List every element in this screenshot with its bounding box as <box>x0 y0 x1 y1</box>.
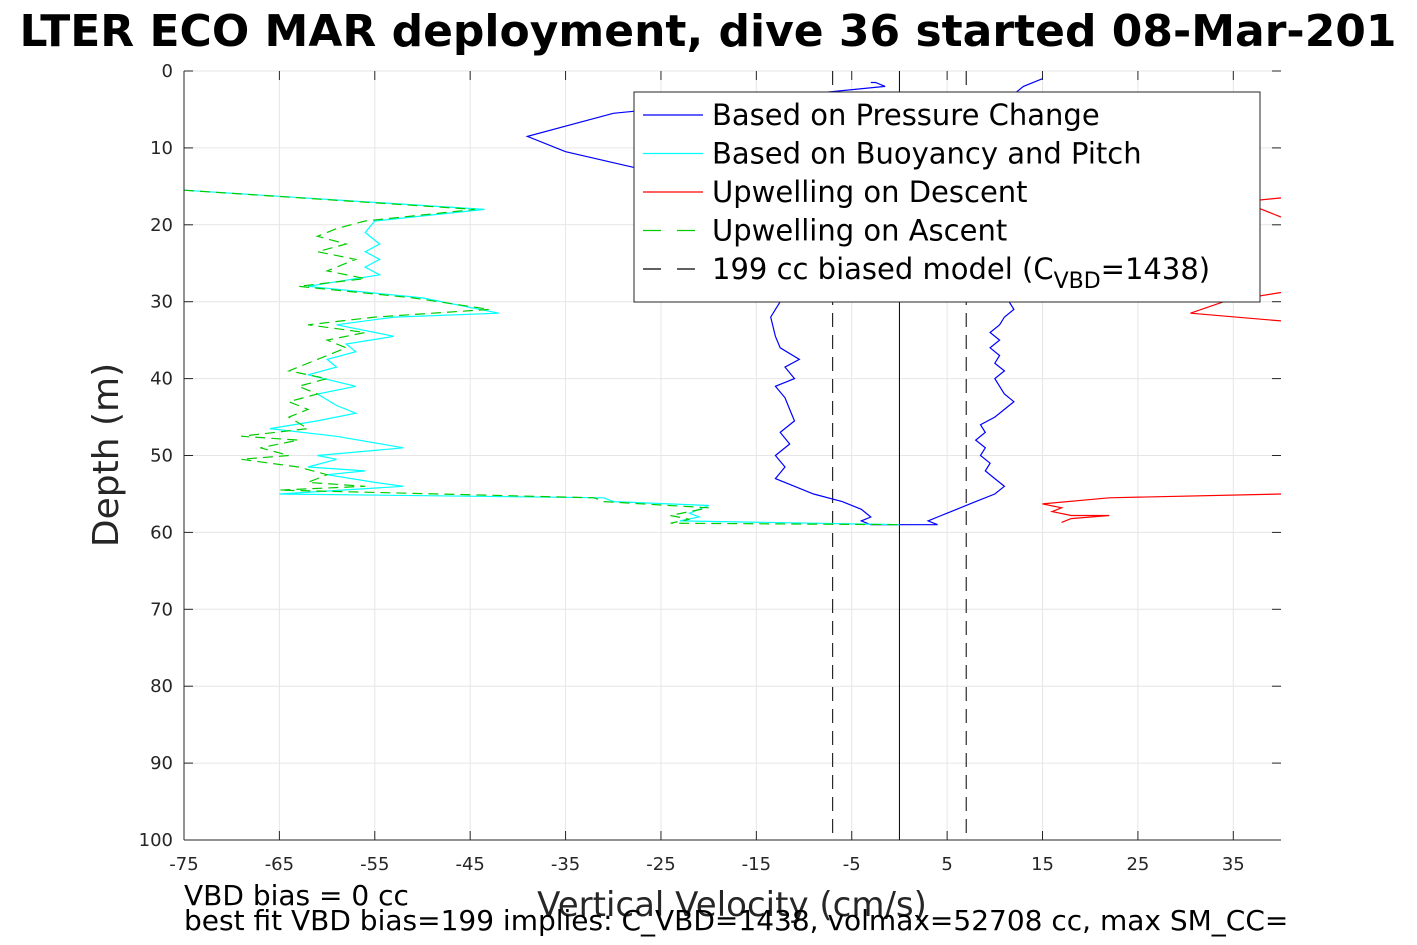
legend-label: Upwelling on Descent <box>712 175 1028 209</box>
axes: -75 -65 -55 -45 -35 -25 -15 -5 5 15 25 350102030405… <box>139 61 1281 875</box>
x-tick-label: 25 <box>1126 854 1149 875</box>
y-tick-label: 50 <box>150 446 173 467</box>
legend-label: Upwelling on Ascent <box>712 214 1007 248</box>
y-tick-label: 70 <box>150 599 173 620</box>
x-tick-label: 5 <box>941 854 952 875</box>
legend-label: 199 cc biased model (CVBD=1438) <box>712 252 1210 294</box>
y-tick-label: 30 <box>150 292 173 313</box>
legend-box <box>633 91 1261 303</box>
y-tick-label: 20 <box>150 215 173 236</box>
x-tick-label: -35 <box>551 854 580 875</box>
y-tick-label: 0 <box>162 61 173 82</box>
series-line <box>183 189 900 526</box>
x-tick-label: -15 <box>742 854 771 875</box>
x-tick-label: -5 <box>843 854 861 875</box>
x-tick-label: -75 <box>169 854 198 875</box>
y-axis-label: Depth (m) <box>86 363 127 547</box>
x-tick-label: 15 <box>1031 854 1054 875</box>
y-tick-label: 100 <box>139 830 173 851</box>
x-tick-label: -55 <box>360 854 389 875</box>
y-tick-label: 60 <box>150 522 173 543</box>
legend-label: Based on Buoyancy and Pitch <box>712 137 1142 171</box>
x-tick-label: -65 <box>265 854 294 875</box>
y-tick-label: 80 <box>150 676 173 697</box>
x-tick-label: 35 <box>1222 854 1245 875</box>
legend: Based on Pressure Change Based on Buoyanc… <box>633 91 1261 303</box>
series-line <box>1042 493 1282 523</box>
legend-label: Based on Pressure Change <box>712 98 1100 132</box>
x-axis-label: Vertical Velocity (cm/s) <box>537 885 927 925</box>
y-tick-label: 40 <box>150 369 173 390</box>
annotation-vbd-bias: VBD bias = 0 cc <box>184 879 409 912</box>
chart-title: LTER ECO MAR deployment, dive 36 started… <box>19 6 1396 57</box>
series-line <box>525 81 900 526</box>
plot-area <box>183 71 1282 840</box>
y-tick-label: 10 <box>150 138 173 159</box>
y-tick-label: 90 <box>150 753 173 774</box>
annotation-best-fit: best fit VBD bias=199 implies: C_VBD=143… <box>184 904 1288 937</box>
x-tick-label: -45 <box>455 854 484 875</box>
x-tick-label: -25 <box>646 854 675 875</box>
